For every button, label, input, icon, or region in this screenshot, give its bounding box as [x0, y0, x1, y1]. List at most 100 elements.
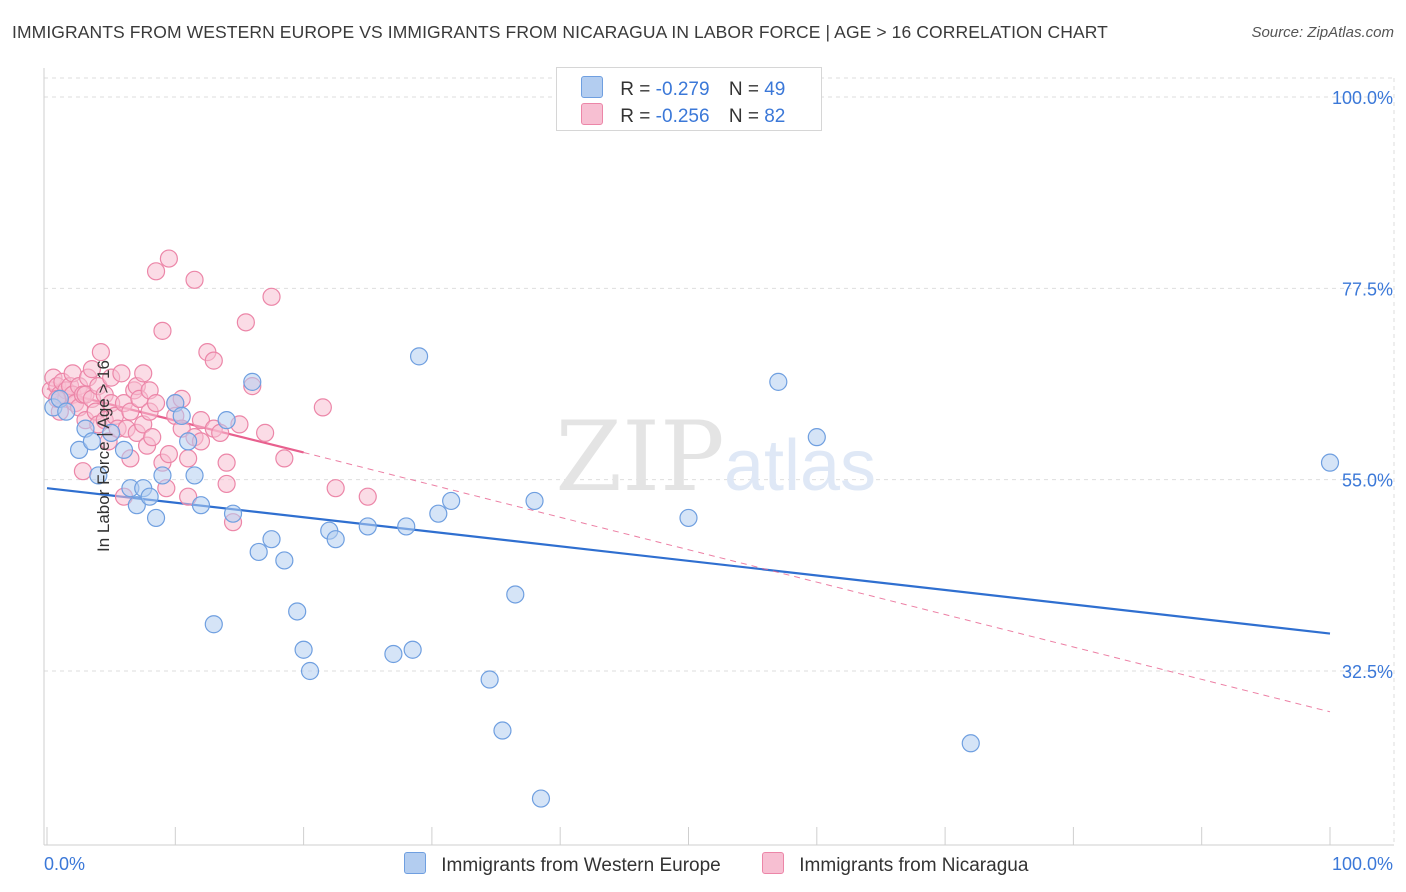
western-europe-point — [409, 347, 429, 366]
nicaragua-point — [82, 360, 102, 379]
y-tick-label: 77.5% — [1342, 279, 1393, 299]
western-europe-point — [300, 661, 320, 681]
western-europe-point — [480, 670, 499, 689]
series-legend-nicaragua: Immigrants from Nicaragua — [762, 852, 1028, 877]
western-europe-point — [531, 789, 551, 808]
y-axis-label: In Labor Force | Age > 16 — [94, 359, 114, 553]
series-legend-western-europe: Immigrants from Western Europe — [404, 852, 721, 877]
nicaragua-point — [204, 351, 223, 370]
western-europe-point — [69, 440, 89, 460]
watermark-zip: ZIP — [555, 401, 724, 513]
r-label: R = — [620, 106, 651, 127]
western-europe-point — [185, 466, 204, 485]
watermark: ZIP atlas — [555, 401, 876, 513]
nicaragua-point — [256, 423, 275, 442]
western-europe-point — [288, 602, 307, 621]
western-europe-point — [57, 402, 76, 421]
series-name: Immigrants from Western Europe — [441, 855, 721, 876]
n-value: 82 — [764, 106, 786, 127]
nicaragua-point — [91, 343, 110, 362]
r-value: -0.279 — [655, 79, 710, 100]
western-europe-point — [403, 640, 422, 659]
western-europe-point — [1320, 453, 1340, 472]
y-tick-label: 55.0% — [1342, 471, 1393, 491]
western-europe-point — [326, 530, 345, 549]
nicaragua-point — [313, 398, 332, 417]
western-europe-point — [397, 517, 416, 536]
western-europe-point — [384, 644, 403, 664]
nicaragua-point — [159, 249, 178, 268]
nicaragua-point — [134, 364, 153, 383]
nicaragua-point — [236, 313, 255, 332]
nicaragua-point — [326, 479, 345, 498]
western-europe-point — [191, 496, 211, 515]
nicaragua-point — [159, 445, 178, 464]
western-europe-point — [961, 734, 980, 753]
nicaragua-point — [112, 364, 131, 383]
western-europe-point — [223, 504, 243, 523]
nicaragua-point — [185, 270, 204, 289]
nicaragua-point — [358, 487, 377, 506]
western-europe-point — [102, 423, 121, 442]
nicaragua-point — [191, 411, 211, 430]
western-europe-point — [146, 508, 166, 528]
nicaragua-point — [121, 402, 140, 421]
western-europe-point — [358, 517, 377, 536]
western-europe-point — [179, 432, 198, 451]
nicaragua-point — [217, 474, 236, 494]
nicaragua-point — [146, 394, 166, 413]
western-europe-point — [89, 466, 108, 485]
western-europe-point — [82, 432, 102, 451]
tick-labels: 32.5% 55.0% 77.5% 100.0% 0.0% 100.0% — [44, 88, 1393, 874]
r-label: R = — [620, 79, 651, 100]
western-europe-point — [525, 491, 544, 511]
western-europe-point — [769, 372, 788, 391]
western-europe-point — [243, 372, 262, 391]
legend-row-western-europe: R = -0.279 N = 49 — [581, 76, 785, 100]
axes — [43, 68, 1394, 846]
western-europe-point — [114, 440, 134, 460]
x-tick-label: 100.0% — [1332, 854, 1393, 874]
western-europe-point — [506, 585, 525, 604]
correlation-legend: R = -0.279 N = 49 R = -0.256 N = 82 — [556, 67, 822, 131]
n-value: 49 — [764, 79, 786, 100]
western-europe-point — [493, 721, 512, 740]
western-europe-point — [140, 487, 159, 506]
nicaragua-point — [153, 321, 172, 340]
western-europe-point — [442, 491, 461, 511]
nicaragua-trendline-extended — [303, 451, 1331, 713]
western-europe-trendline — [46, 487, 1331, 635]
pink-swatch — [581, 103, 603, 125]
watermark-atlas: atlas — [724, 426, 876, 506]
nicaragua-point — [143, 428, 162, 447]
western-europe-point — [275, 551, 294, 570]
western-europe-point — [262, 530, 281, 549]
nicaragua-point — [179, 449, 198, 468]
blue-swatch — [404, 852, 426, 874]
r-value: -0.256 — [655, 106, 710, 127]
blue-swatch — [581, 76, 603, 98]
western-europe-point — [679, 508, 698, 528]
y-tick-label: 100.0% — [1332, 88, 1393, 108]
nicaragua-point — [275, 449, 294, 468]
chart-title: IMMIGRANTS FROM WESTERN EUROPE VS IMMIGR… — [12, 22, 1108, 42]
western-europe-point — [204, 615, 223, 634]
western-europe-point — [127, 496, 146, 515]
nicaragua-point — [146, 262, 166, 281]
western-europe-point — [249, 542, 268, 562]
nicaragua-point — [217, 453, 236, 472]
western-europe-point — [153, 466, 172, 485]
nicaragua-point — [179, 487, 198, 506]
x-tick-label: 0.0% — [44, 854, 85, 874]
n-label: N = — [728, 106, 759, 127]
data-points — [41, 249, 1340, 808]
series-name: Immigrants from Nicaragua — [799, 855, 1029, 876]
western-europe-point — [217, 411, 236, 430]
y-tick-label: 32.5% — [1342, 662, 1393, 682]
n-label: N = — [728, 79, 759, 100]
nicaragua-point — [73, 462, 93, 481]
nicaragua-point — [262, 287, 281, 306]
source-label: Source: ZipAtlas.com — [1251, 24, 1394, 41]
western-europe-point — [294, 640, 313, 659]
